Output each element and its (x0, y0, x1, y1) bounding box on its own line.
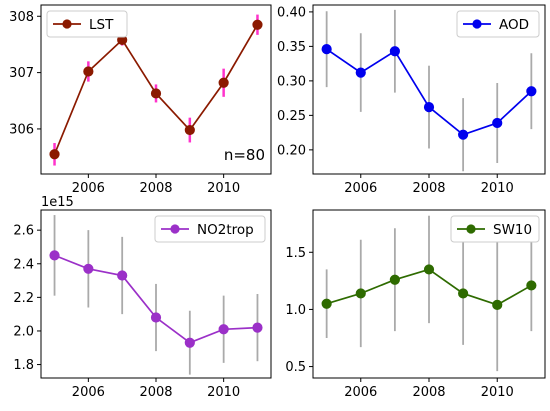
data-point (526, 86, 537, 97)
data-point (83, 263, 94, 274)
legend-marker (466, 224, 476, 234)
y-tick-label: 307 (9, 66, 34, 81)
data-point (492, 299, 503, 310)
data-point (252, 322, 263, 333)
legend-marker (472, 19, 482, 29)
sample-size-annotation: n=80 (224, 146, 265, 164)
data-point (83, 66, 94, 77)
subplot-lst: 2006 2008 2010 306 307 308 LST n=80 (9, 4, 272, 196)
legend-box (154, 215, 266, 243)
data-point (526, 280, 537, 291)
data-point (458, 288, 469, 299)
legend-label: AOD (499, 17, 529, 33)
data-point (492, 117, 503, 129)
x-tick-label: 2010 (207, 181, 240, 196)
data-point (321, 298, 332, 309)
data-point (218, 324, 229, 335)
data-point (117, 270, 128, 281)
y-tick-label: 2.6 (13, 224, 34, 239)
data-point (49, 149, 60, 160)
data-point (150, 88, 162, 99)
x-tick-label: 2006 (72, 385, 105, 400)
x-tick-label: 2008 (139, 181, 172, 196)
legend-box (456, 10, 540, 38)
x-tick-label: 2008 (139, 385, 172, 400)
axis-offset-label: 1e15 (41, 195, 74, 210)
legend-label: SW10 (493, 222, 532, 238)
subplot-no2: 2006 2008 2010 1.8 2.0 2.2 2.4 2.6 1e15 NO2trop (13, 195, 272, 400)
y-tick-label: 1.5 (285, 246, 306, 261)
legend-box (46, 10, 128, 38)
data-point (355, 67, 366, 78)
legend-label: NO2trop (197, 222, 254, 238)
data-point (389, 46, 400, 57)
legend-marker (62, 19, 72, 29)
data-point (218, 77, 229, 88)
y-tick-label: 2.0 (13, 324, 34, 339)
y-tick-label: 2.4 (13, 257, 34, 272)
legend: SW10 (450, 215, 540, 243)
x-tick-label: 2006 (344, 181, 377, 196)
subplot-aod: 2006 2008 2010 0.20 0.25 0.30 0.35 0.40 AOD (277, 4, 546, 196)
x-tick-label: 2008 (412, 385, 445, 400)
data-point (184, 337, 195, 348)
subplot-sw10: 2006 2008 2010 0.5 1.0 1.5 SW10 (285, 209, 546, 400)
y-tick-label: 308 (9, 10, 34, 25)
legend: LST (46, 10, 128, 38)
data-point (423, 264, 435, 275)
x-tick-label: 2010 (481, 181, 514, 196)
x-tick-label: 2008 (412, 181, 445, 196)
data-point (458, 129, 469, 140)
y-tick-label: 1.8 (13, 358, 34, 373)
y-tick-label: 1.0 (285, 303, 306, 318)
legend-marker (170, 224, 180, 234)
data-point (423, 101, 435, 113)
data-point (389, 274, 400, 285)
y-tick-label: 0.20 (277, 143, 306, 158)
legend-label: LST (89, 17, 114, 33)
y-tick-label: 0.35 (277, 40, 306, 55)
y-tick-label: 306 (9, 122, 34, 137)
x-tick-label: 2006 (344, 385, 377, 400)
data-point (184, 124, 195, 136)
x-tick-label: 2006 (72, 181, 105, 196)
legend-box (450, 215, 540, 243)
data-point (321, 44, 332, 55)
legend: NO2trop (154, 215, 266, 243)
x-tick-label: 2010 (481, 385, 514, 400)
data-point (150, 312, 162, 323)
y-tick-label: 0.30 (277, 74, 306, 89)
data-point (355, 288, 366, 299)
y-tick-label: 0.25 (277, 109, 306, 124)
data-point (49, 250, 60, 261)
data-point (252, 19, 263, 30)
x-tick-label: 2010 (207, 385, 240, 400)
y-tick-label: 0.40 (277, 5, 306, 20)
legend: AOD (456, 10, 540, 38)
y-tick-label: 0.5 (285, 360, 306, 375)
y-tick-label: 2.2 (13, 291, 34, 306)
